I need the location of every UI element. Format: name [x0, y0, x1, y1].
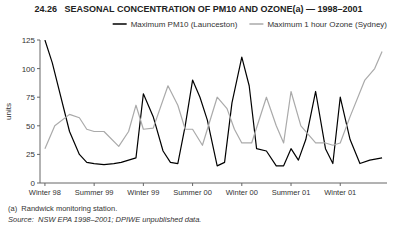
x-tick-label: Winter 01: [324, 188, 356, 197]
x-tick: [291, 183, 292, 186]
x-tick-label: Winter 00: [226, 188, 258, 197]
legend-label: Maximum PM10 (Launceston): [131, 20, 238, 29]
y-axis-label: units: [4, 103, 13, 120]
y-tick-label: 50: [26, 122, 35, 131]
x-tick-label: Winter 98: [29, 188, 61, 197]
background: [0, 0, 397, 227]
y-axis: [40, 40, 41, 183]
y-tick: [37, 154, 40, 155]
x-tick: [143, 183, 144, 186]
y-tick: [37, 183, 40, 184]
legend-label: Maximum 1 hour Ozone (Sydney): [267, 20, 387, 29]
x-tick: [192, 183, 193, 186]
x-axis: [40, 183, 387, 184]
legend-swatch: [113, 23, 127, 25]
x-tick-label: Winter 99: [127, 188, 159, 197]
y-tick-label: 0: [31, 179, 36, 188]
series-line: [45, 40, 382, 166]
series-line: [45, 51, 382, 148]
legend: Maximum PM10 (Launceston) Maximum 1 hour …: [113, 20, 388, 29]
footnote: (a) Randwick monitoring station.: [8, 204, 117, 213]
title: 24.26 SEASONAL CONCENTRATION OF PM10 AND…: [35, 4, 363, 14]
x-tick-label: Summer 00: [173, 188, 212, 197]
y-tick-label: 75: [26, 93, 35, 102]
y-tick: [37, 40, 40, 41]
footnote: Source: NSW EPA 1998–2001; DPIWE unpubli…: [8, 215, 201, 224]
y-tick: [37, 68, 40, 69]
y-tick: [37, 97, 40, 98]
legend-swatch: [249, 23, 263, 25]
x-tick: [94, 183, 95, 186]
y-tick-label: 125: [22, 36, 36, 45]
y-tick-label: 100: [22, 65, 36, 74]
chart: 24.26 SEASONAL CONCENTRATION OF PM10 AND…: [0, 0, 397, 227]
plot-area: [45, 40, 382, 166]
y-tick: [37, 125, 40, 126]
x-tick-label: Summer 01: [272, 188, 311, 197]
x-tick: [340, 183, 341, 186]
x-tick: [44, 183, 45, 186]
x-tick-label: Summer 99: [75, 188, 114, 197]
x-tick: [241, 183, 242, 186]
y-tick-label: 25: [26, 150, 35, 159]
